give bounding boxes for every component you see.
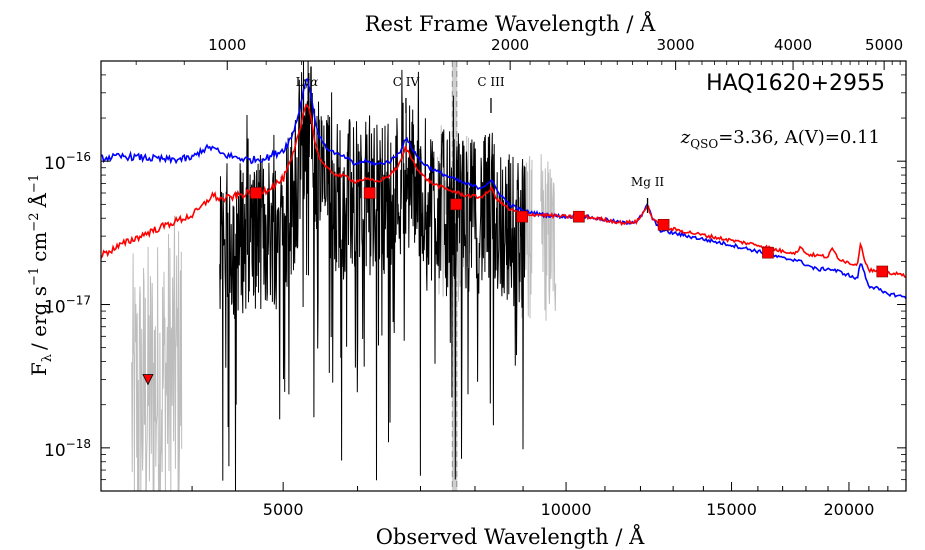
top-axis-title: Rest Frame Wavelength / Å xyxy=(365,11,656,36)
observed-spectrum-layer xyxy=(219,61,526,491)
emission-line-label: Mg II xyxy=(631,175,665,189)
emission-line-labels: Lyα C IV C III Mg II xyxy=(296,75,665,213)
emission-line-label: C III xyxy=(477,75,504,89)
y-axis-title-cm-exp: −2 xyxy=(27,213,42,232)
photometry-layer xyxy=(142,187,889,386)
photometry-point xyxy=(876,265,889,278)
x-tick-label: 15000 xyxy=(706,500,757,519)
upper-limit-marker xyxy=(142,374,154,386)
axes-frame xyxy=(100,60,907,492)
y-axis-title-F: F xyxy=(27,362,51,376)
photometry-point xyxy=(516,210,528,223)
bottom-axis-title: Observed Wavelength / Å xyxy=(376,524,645,549)
low-snr-spectrum-segment-4 xyxy=(540,154,557,321)
low-snr-spectrum-segment-3 xyxy=(518,156,533,319)
y-tick-label: 10−16 xyxy=(44,150,91,174)
y-axis-title-cm: cm xyxy=(27,232,51,262)
y-axis-title-A-exp: −1 xyxy=(27,174,42,193)
redshift-label: zQSO=3.36, A(V)=0.11 xyxy=(680,127,880,151)
photometry-point xyxy=(250,187,262,199)
photometry-point xyxy=(363,187,376,199)
y-tick-label: 10−18 xyxy=(44,437,91,461)
x-tick-label: 5000 xyxy=(263,500,304,519)
x-tick-label: 10000 xyxy=(541,500,592,519)
y-axis-title-units: / erg s xyxy=(27,286,51,350)
photometry-point xyxy=(450,198,462,211)
plot-frame xyxy=(100,60,907,492)
top-tick-label: 3000 xyxy=(657,36,695,54)
emission-line-label: C IV xyxy=(393,75,420,89)
redshift-z-symbol: z xyxy=(680,127,691,148)
top-tick-label: 4000 xyxy=(774,36,812,54)
axis-ticks: 5000 10000 15000 20000 1000 2000 3000 4000 5000 1… xyxy=(44,36,907,519)
x-tick-label: 20000 xyxy=(824,500,875,519)
redshift-z-subscript: QSO xyxy=(690,137,718,151)
observed-spectrum xyxy=(219,61,526,491)
top-tick-label: 5000 xyxy=(865,36,903,54)
y-axis-title-F-sub: λ xyxy=(40,354,55,362)
y-axis-title: Fλ/ erg s−1cm−2Å−1 xyxy=(26,174,55,376)
redshift-text: =3.36, A(V)=0.11 xyxy=(718,127,880,148)
photometry-point xyxy=(762,246,774,259)
y-axis-title-s-exp: −1 xyxy=(27,267,42,286)
object-label: HAQ1620+2955 xyxy=(706,71,885,96)
top-tick-label: 2000 xyxy=(491,36,529,54)
photometry-point xyxy=(573,210,585,223)
y-axis-title-A: Å xyxy=(26,193,51,209)
top-tick-label: 1000 xyxy=(208,36,246,54)
y-tick-label: 10−17 xyxy=(44,294,91,318)
photometry-point xyxy=(657,218,670,231)
low-snr-spectrum-segment-1 xyxy=(131,215,183,491)
emission-line-label: Lyα xyxy=(296,75,319,89)
